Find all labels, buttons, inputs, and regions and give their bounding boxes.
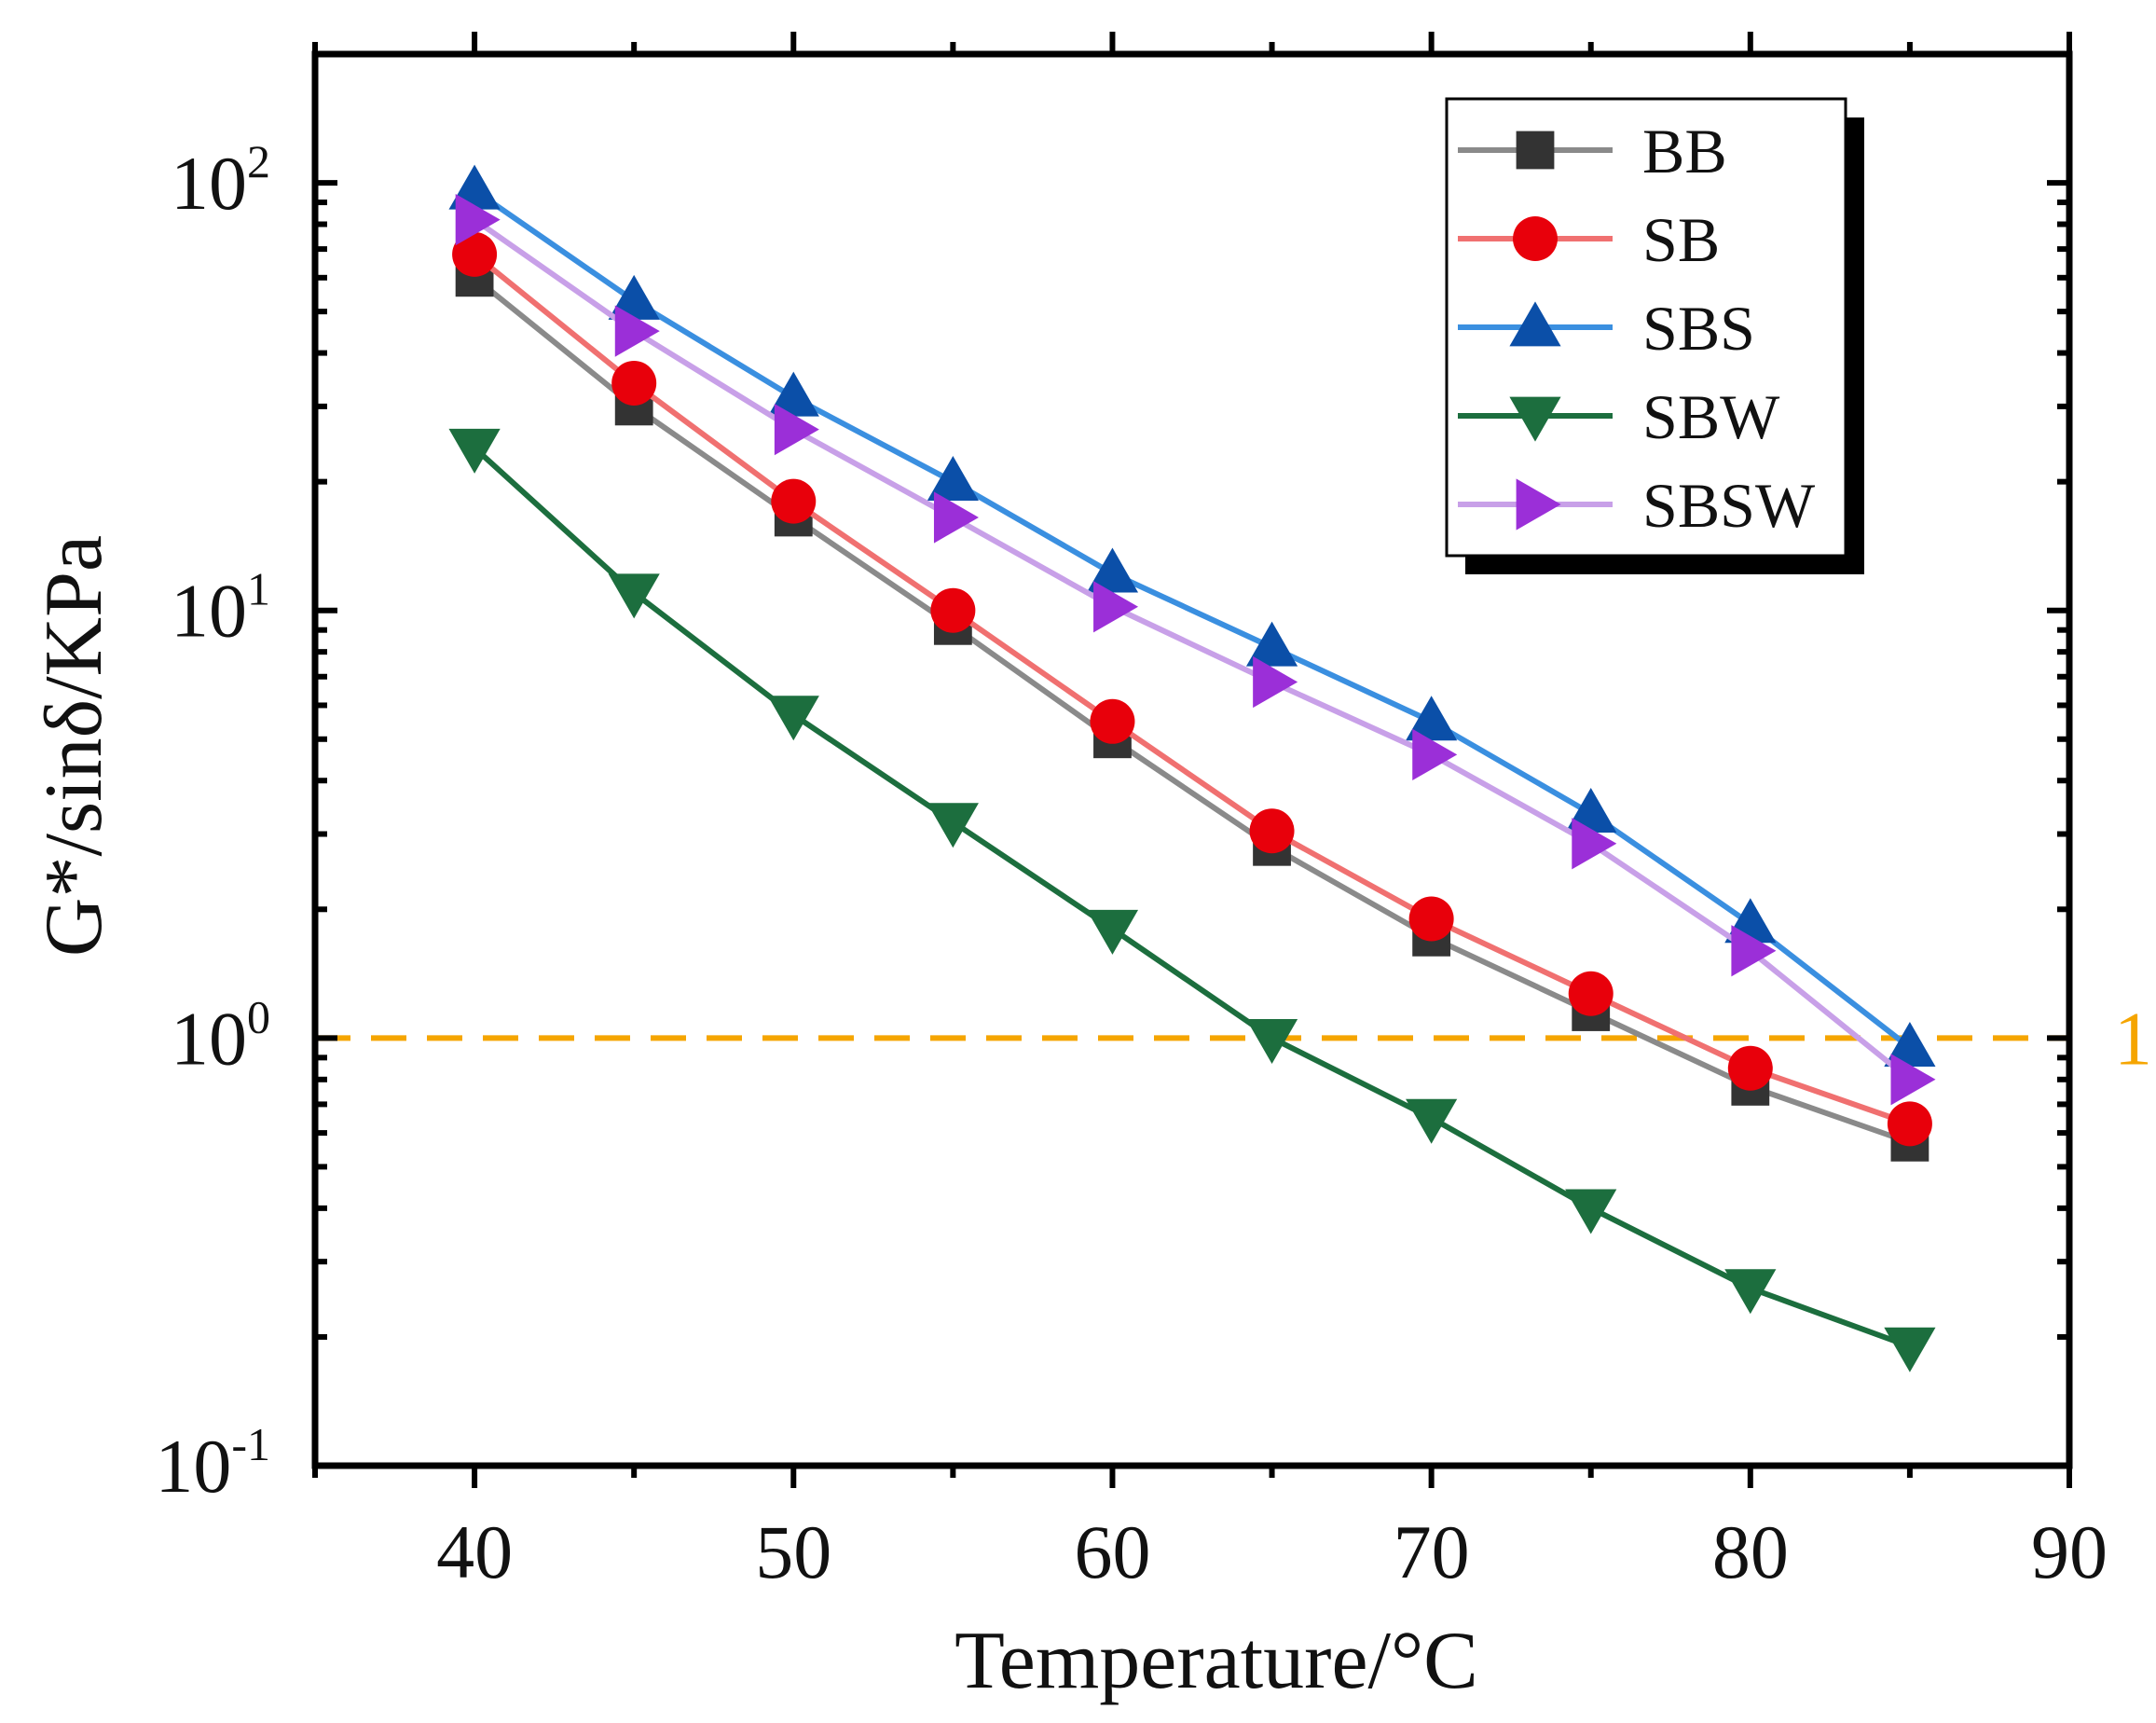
data-point-sbw: [448, 428, 501, 474]
legend-item-sbs: SBS: [1458, 293, 1755, 364]
data-point-sbs: [1406, 696, 1458, 741]
legend-label-bb: BB: [1642, 116, 1727, 186]
y-tick-label: 101: [171, 563, 270, 654]
legend-marker-sbsw: [1516, 478, 1561, 531]
legend-marker-sbs: [1509, 301, 1561, 347]
legend-label-sbw: SBW: [1642, 381, 1780, 452]
axes-frame: [311, 50, 2073, 1469]
data-point-sb: [1249, 808, 1295, 854]
data-point-sb: [930, 587, 976, 633]
legend-item-sbsw: SBSW: [1458, 470, 1816, 541]
data-point-sbw: [1565, 1189, 1617, 1234]
data-point-sbsw: [933, 491, 979, 544]
y-tick-exponent: -1: [231, 1418, 270, 1470]
data-point-sbw: [1406, 1098, 1458, 1144]
series-line-sb: [473, 252, 1911, 1127]
legend-marker-sb: [1513, 216, 1558, 261]
data-point-sbsw: [1253, 655, 1298, 709]
x-tick-label: 50: [755, 1509, 831, 1594]
series-line-sbsw: [473, 217, 1912, 1082]
data-point-sbs: [1245, 621, 1298, 667]
data-point-sbsw: [1731, 925, 1777, 977]
data-point-sbw: [608, 573, 660, 619]
data-point-sbw: [1724, 1269, 1777, 1315]
data-point-sbw: [1884, 1327, 1936, 1372]
y-tick-base: 10: [171, 141, 247, 226]
data-point-sbsw: [455, 193, 501, 246]
legend-item-bb: BB: [1458, 116, 1727, 186]
data-point-sbw: [1086, 909, 1139, 955]
data-point-sbs: [608, 274, 660, 320]
series-group: [448, 164, 1936, 1372]
data-point-sbs: [927, 456, 979, 502]
x-tick-label: 90: [2031, 1509, 2108, 1594]
data-point-sbsw: [774, 403, 819, 456]
data-point-sb: [452, 231, 498, 277]
data-point-sbw: [1245, 1018, 1298, 1064]
series-line-sbw: [473, 446, 1911, 1349]
data-point-sb: [771, 478, 817, 524]
data-point-sbsw: [1890, 1054, 1936, 1106]
x-tick-label: 40: [436, 1509, 513, 1594]
legend-marker-sbw: [1509, 396, 1561, 442]
legend-label-sb: SB: [1642, 204, 1720, 275]
series-line-sbs: [473, 187, 1912, 1050]
y-tick-label: 10-1: [155, 1418, 270, 1509]
series-sb: [452, 231, 1932, 1147]
x-tick-label: 80: [1712, 1509, 1789, 1594]
y-tick-base: 10: [171, 996, 247, 1081]
series-line-bb: [473, 275, 1911, 1146]
data-point-sbs: [1086, 547, 1139, 593]
reference-line-group: 1: [315, 996, 2152, 1081]
y-tick-label: 100: [171, 990, 270, 1081]
y-tick-base: 10: [171, 569, 247, 654]
data-point-sb: [1090, 698, 1135, 744]
data-point-sb: [1408, 896, 1454, 942]
y-axis-title: G*/sinδ/KPa: [29, 535, 119, 957]
x-axis-title: Temperature/°C: [954, 1616, 1478, 1706]
data-point-sb: [611, 360, 657, 406]
data-point-sbsw: [1412, 728, 1458, 780]
y-tick-label: 102: [171, 135, 270, 226]
data-point-sbw: [767, 696, 819, 741]
y-tick-base: 10: [155, 1424, 231, 1509]
y-tick-exponent: 2: [247, 135, 270, 187]
data-point-sb: [1887, 1101, 1932, 1147]
data-point-sbs: [1884, 1021, 1936, 1067]
data-point-sb: [1568, 971, 1614, 1016]
y-tick-exponent: 1: [247, 563, 270, 615]
x-tick-label: 70: [1394, 1509, 1470, 1594]
x-tick-label: 60: [1074, 1509, 1150, 1594]
series-sbw: [448, 428, 1936, 1372]
data-point-sbsw: [1093, 581, 1139, 633]
legend-item-sbw: SBW: [1458, 381, 1780, 452]
reference-line-label: 1: [2114, 996, 2152, 1081]
data-point-sbsw: [1572, 818, 1617, 870]
legend-label-sbs: SBS: [1642, 293, 1755, 364]
legend-marker-bb: [1516, 131, 1555, 170]
data-point-sbs: [767, 371, 819, 417]
y-tick-exponent: 0: [247, 990, 270, 1042]
axes-group: [311, 50, 2073, 1469]
data-point-sbw: [927, 803, 979, 848]
legend: BB SB SBS SBW SBSW: [1445, 97, 1864, 574]
legend-label-sbsw: SBSW: [1642, 470, 1816, 541]
data-point-sbsw: [614, 305, 660, 357]
legend-item-sb: SB: [1458, 204, 1720, 275]
data-point-sb: [1727, 1045, 1773, 1091]
series-sbsw: [455, 193, 1936, 1106]
